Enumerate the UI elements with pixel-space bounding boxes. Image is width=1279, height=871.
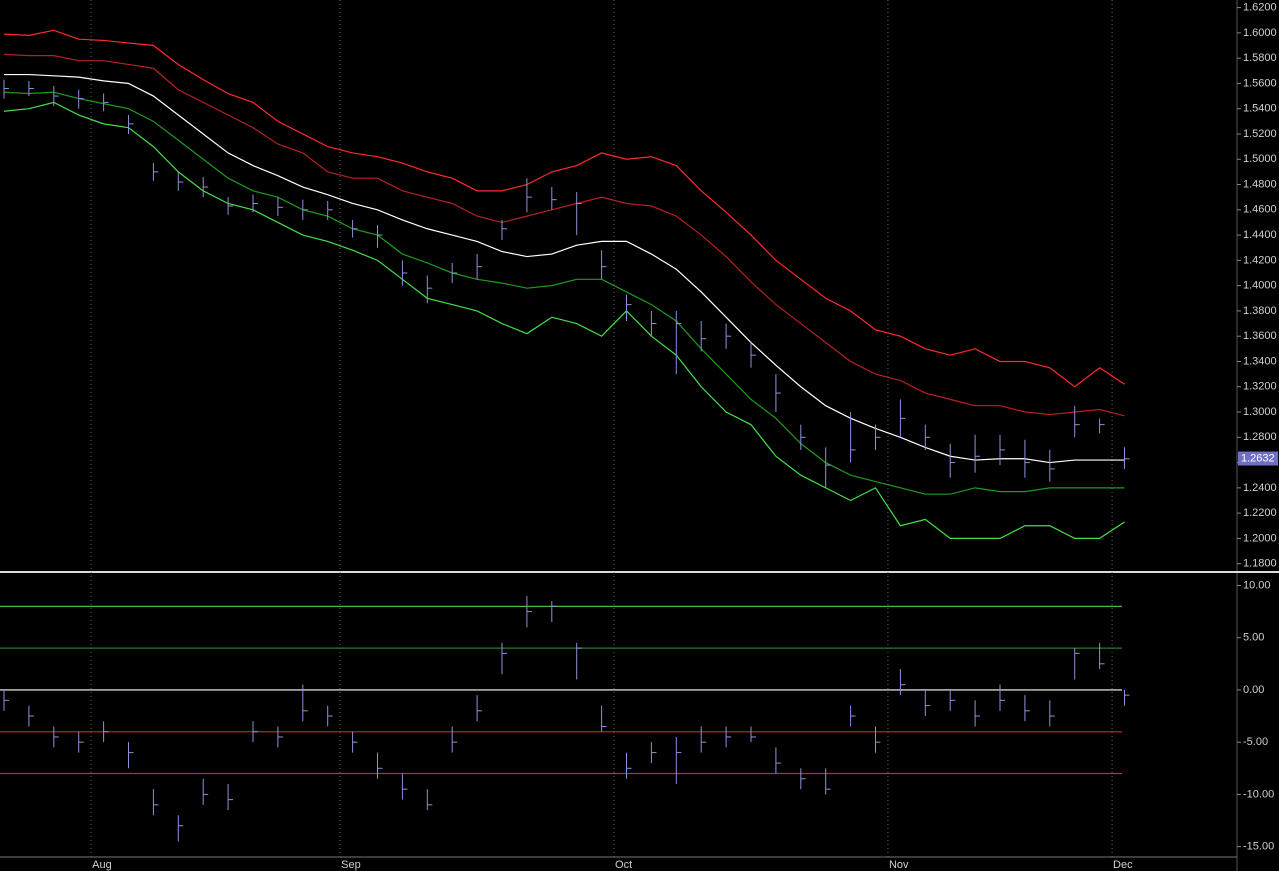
y-tick-label: 1.3400 [1243, 355, 1277, 367]
y-tick-label: 1.4600 [1243, 204, 1277, 216]
y-tick-label: 1.3800 [1243, 305, 1277, 317]
y-tick-label: 1.4000 [1243, 280, 1277, 292]
y-tick-label: 1.3200 [1243, 381, 1277, 393]
y-tick-label: 1.5400 [1243, 103, 1277, 115]
band-line [3, 101, 1125, 540]
y-tick-label: -10.00 [1243, 788, 1274, 800]
y-tick-label: 1.2800 [1243, 431, 1277, 443]
x-tick-label: Oct [615, 859, 632, 871]
last-price-tag [1238, 451, 1278, 466]
last-price-label: 1.2632 [1241, 452, 1275, 464]
y-tick-label: 1.5600 [1243, 77, 1277, 89]
band-line [3, 29, 1125, 388]
y-tick-label: 0.00 [1243, 684, 1264, 696]
x-tick-label: Sep [341, 859, 361, 871]
y-tick-label: 1.5200 [1243, 128, 1277, 140]
y-tick-label: -5.00 [1243, 736, 1268, 748]
y-tick-label: 1.4200 [1243, 254, 1277, 266]
y-tick-label: 1.2200 [1243, 507, 1277, 519]
y-tick-label: 1.6000 [1243, 27, 1277, 39]
y-tick-label: 1.5800 [1243, 52, 1277, 64]
y-tick-label: 1.3000 [1243, 406, 1277, 418]
y-tick-label: 1.2400 [1243, 482, 1277, 494]
x-tick-label: Dec [1113, 859, 1133, 871]
band-line [3, 53, 1125, 417]
band-line [4, 73, 1125, 464]
x-tick-label: Aug [92, 859, 112, 871]
y-tick-label: 1.4800 [1243, 178, 1277, 190]
y-tick-label: 5.00 [1243, 632, 1264, 644]
y-tick-label: 1.4400 [1243, 229, 1277, 241]
y-tick-label: 10.00 [1243, 579, 1271, 591]
y-tick-label: 1.6200 [1243, 1, 1277, 13]
x-tick-label: Nov [889, 859, 909, 871]
y-tick-label: 1.2000 [1243, 532, 1277, 544]
y-tick-label: -15.00 [1243, 841, 1274, 853]
y-tick-label: 1.3600 [1243, 330, 1277, 342]
band-line [3, 91, 1125, 495]
y-tick-label: 1.5000 [1243, 153, 1277, 165]
y-tick-label: 1.1800 [1243, 558, 1277, 570]
